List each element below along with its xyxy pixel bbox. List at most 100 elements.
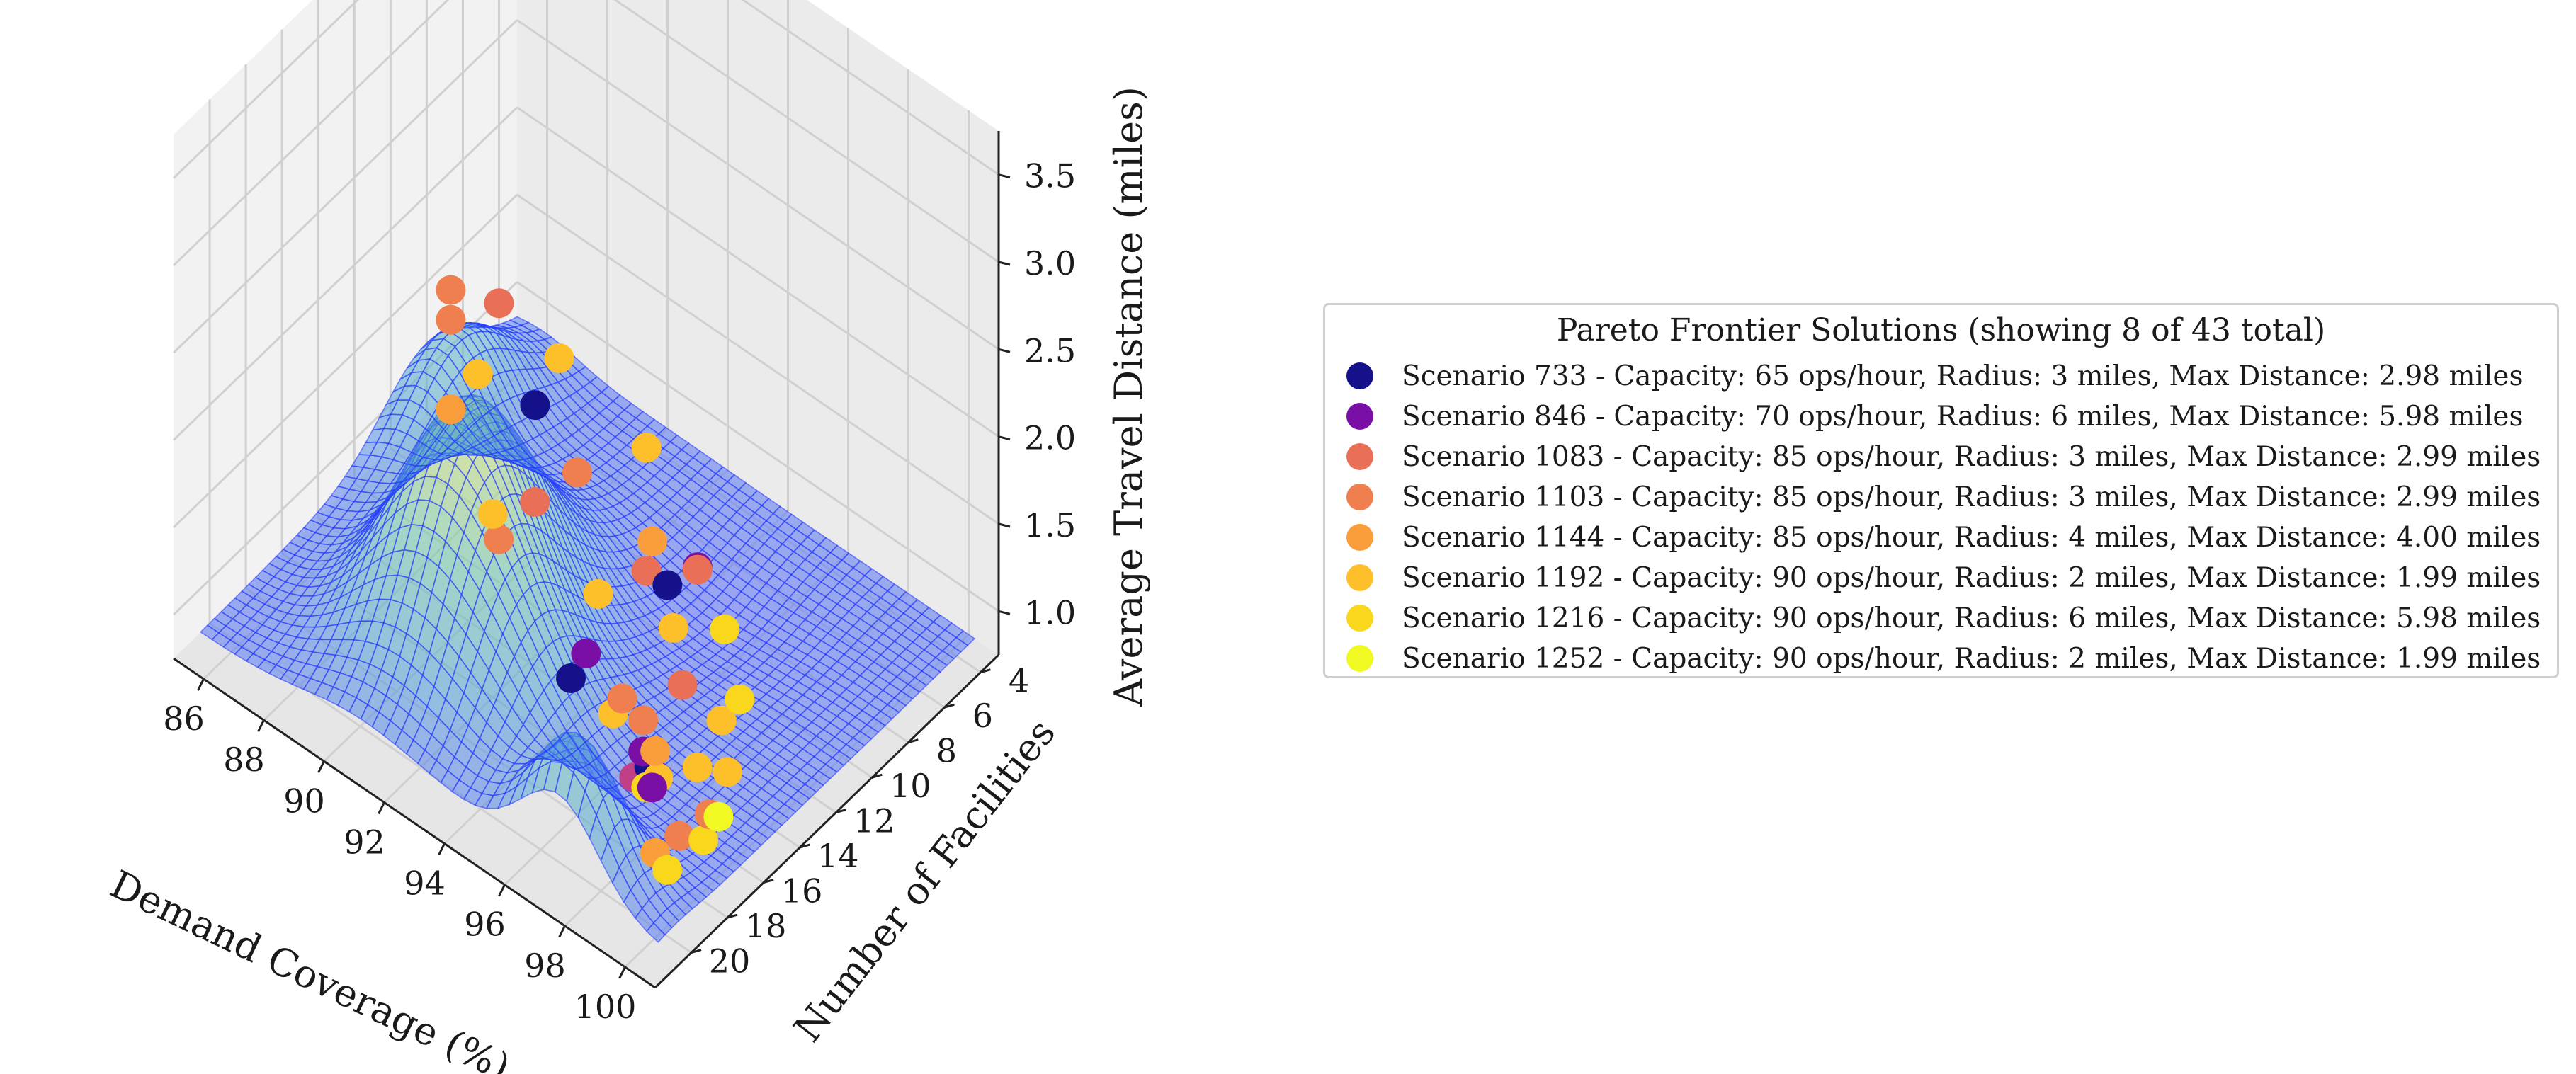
- legend-label: Scenario 733 - Capacity: 65 ops/hour, Ra…: [1402, 360, 2524, 392]
- left-pane: [174, 0, 517, 658]
- y-tick-label: 16: [781, 872, 823, 910]
- data-point: [637, 526, 668, 556]
- y-tick-label: 10: [890, 767, 931, 805]
- x-axis-line: [173, 657, 656, 989]
- z-tick: [998, 173, 1011, 179]
- legend-marker-icon: [1346, 605, 1373, 632]
- data-point: [706, 705, 737, 736]
- y-tick-label: 18: [745, 907, 787, 945]
- data-point: [682, 554, 713, 585]
- z-tick-label: 3.0: [1024, 244, 1076, 282]
- y-tick-label: 14: [817, 837, 859, 875]
- x-tick: [558, 925, 566, 938]
- y-tick: [799, 843, 810, 849]
- axis-lines: [173, 131, 1000, 989]
- data-point: [477, 499, 508, 530]
- legend-item: Scenario 1144 - Capacity: 85 ops/hour, R…: [1346, 518, 2541, 556]
- legend-title: Pareto Frontier Solutions (showing 8 of …: [1556, 312, 2326, 348]
- grid-line: [516, 281, 999, 612]
- grid-line: [172, 19, 518, 354]
- scatter-points: [436, 275, 755, 885]
- data-point: [631, 433, 662, 463]
- legend: Pareto Frontier Solutions (showing 8 of …: [1323, 303, 2559, 678]
- x-tick-label: 100: [574, 988, 637, 1026]
- data-point: [658, 612, 688, 643]
- y-tick: [980, 668, 991, 674]
- grid-line: [741, 0, 999, 176]
- grid-line: [172, 0, 450, 267]
- data-point: [463, 359, 493, 389]
- x-tick-label: 92: [344, 823, 385, 861]
- data-point: [571, 639, 601, 669]
- data-point: [725, 684, 755, 714]
- grid-line: [172, 0, 359, 179]
- data-point: [637, 772, 667, 803]
- grid-line: [613, 0, 999, 263]
- x-tick-label: 90: [283, 782, 325, 820]
- data-point: [652, 855, 683, 885]
- y-tick: [871, 773, 883, 779]
- data-point: [682, 752, 713, 782]
- z-axis-label: Average Travel Distance (miles): [1106, 86, 1151, 707]
- legend-label: Scenario 1252 - Capacity: 90 ops/hour, R…: [1402, 642, 2541, 675]
- back-pane: [517, 0, 999, 655]
- data-point: [667, 670, 698, 700]
- z-tick: [998, 261, 1011, 266]
- z-tick: [998, 522, 1011, 528]
- data-point: [484, 524, 514, 554]
- data-point: [710, 614, 740, 644]
- x-axis-label: Demand Coverage (%): [103, 862, 517, 1074]
- data-point: [520, 487, 550, 518]
- x-tick-label: 96: [464, 906, 506, 944]
- y-tick: [727, 913, 738, 919]
- z-tick: [998, 348, 1011, 353]
- data-point: [688, 825, 719, 855]
- legend-label: Scenario 1083 - Capacity: 85 ops/hour, R…: [1402, 440, 2541, 473]
- z-tick-label: 2.0: [1024, 419, 1076, 457]
- legend-label: Scenario 1103 - Capacity: 85 ops/hour, R…: [1402, 481, 2541, 513]
- data-point: [607, 683, 637, 714]
- z-tick: [998, 435, 1011, 441]
- surface-cell: [955, 629, 976, 646]
- legend-marker-icon: [1346, 362, 1373, 389]
- z-tick: [998, 610, 1011, 615]
- y-tick: [763, 879, 774, 884]
- x-tick: [378, 801, 385, 815]
- z-tick-label: 1.0: [1024, 593, 1076, 632]
- data-point: [436, 304, 466, 335]
- data-point: [664, 821, 695, 851]
- legend-marker-icon: [1346, 524, 1373, 551]
- legend-item: Scenario 733 - Capacity: 65 ops/hour, Ra…: [1346, 357, 2524, 395]
- legend-item: Scenario 1083 - Capacity: 85 ops/hour, R…: [1346, 438, 2541, 476]
- y-tick-label: 12: [853, 802, 895, 840]
- x-tick: [438, 842, 446, 856]
- data-point: [628, 705, 659, 736]
- grid-line: [172, 106, 518, 441]
- data-point: [436, 394, 466, 425]
- data-point: [556, 663, 586, 693]
- x-tick: [317, 760, 325, 773]
- data-point: [436, 275, 466, 305]
- y-axis-line: [654, 653, 1000, 989]
- legend-label: Scenario 846 - Capacity: 70 ops/hour, Ra…: [1402, 400, 2524, 433]
- y-tick-label: 4: [1009, 662, 1029, 700]
- data-point: [544, 343, 574, 373]
- y-tick: [835, 809, 846, 814]
- y-tick-label: 8: [936, 732, 957, 770]
- data-point: [484, 288, 514, 319]
- grid-line: [516, 193, 999, 525]
- data-point: [703, 801, 734, 832]
- legend-item: Scenario 1216 - Capacity: 90 ops/hour, R…: [1346, 599, 2541, 637]
- grid-line: [516, 106, 999, 438]
- y-tick-label: 20: [709, 942, 751, 981]
- x-tick-label: 86: [163, 699, 205, 738]
- data-point: [562, 457, 592, 488]
- grid-line: [516, 19, 999, 350]
- y-tick: [944, 703, 955, 709]
- legend-marker-icon: [1346, 564, 1373, 591]
- x-tick-label: 94: [404, 864, 446, 903]
- x-tick: [618, 966, 626, 979]
- data-point: [520, 390, 550, 421]
- data-point: [583, 578, 613, 609]
